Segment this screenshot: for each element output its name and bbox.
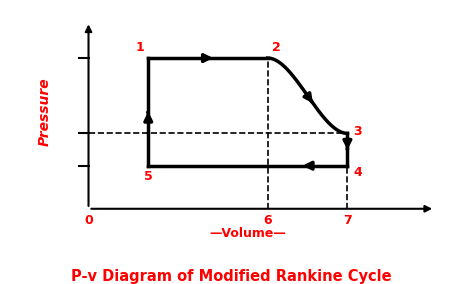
Text: 4: 4 [353, 166, 362, 179]
Text: P-v Diagram of Modified Rankine Cycle: P-v Diagram of Modified Rankine Cycle [71, 269, 391, 284]
Text: —Volume—: —Volume— [209, 227, 286, 240]
Text: 7: 7 [343, 214, 352, 227]
Text: 6: 6 [263, 214, 272, 227]
Text: 5: 5 [144, 170, 153, 183]
Text: 3: 3 [353, 125, 362, 138]
Text: Pressure: Pressure [38, 78, 52, 146]
Text: 0: 0 [84, 214, 93, 227]
Text: 1: 1 [135, 41, 144, 54]
Text: 2: 2 [272, 41, 280, 54]
